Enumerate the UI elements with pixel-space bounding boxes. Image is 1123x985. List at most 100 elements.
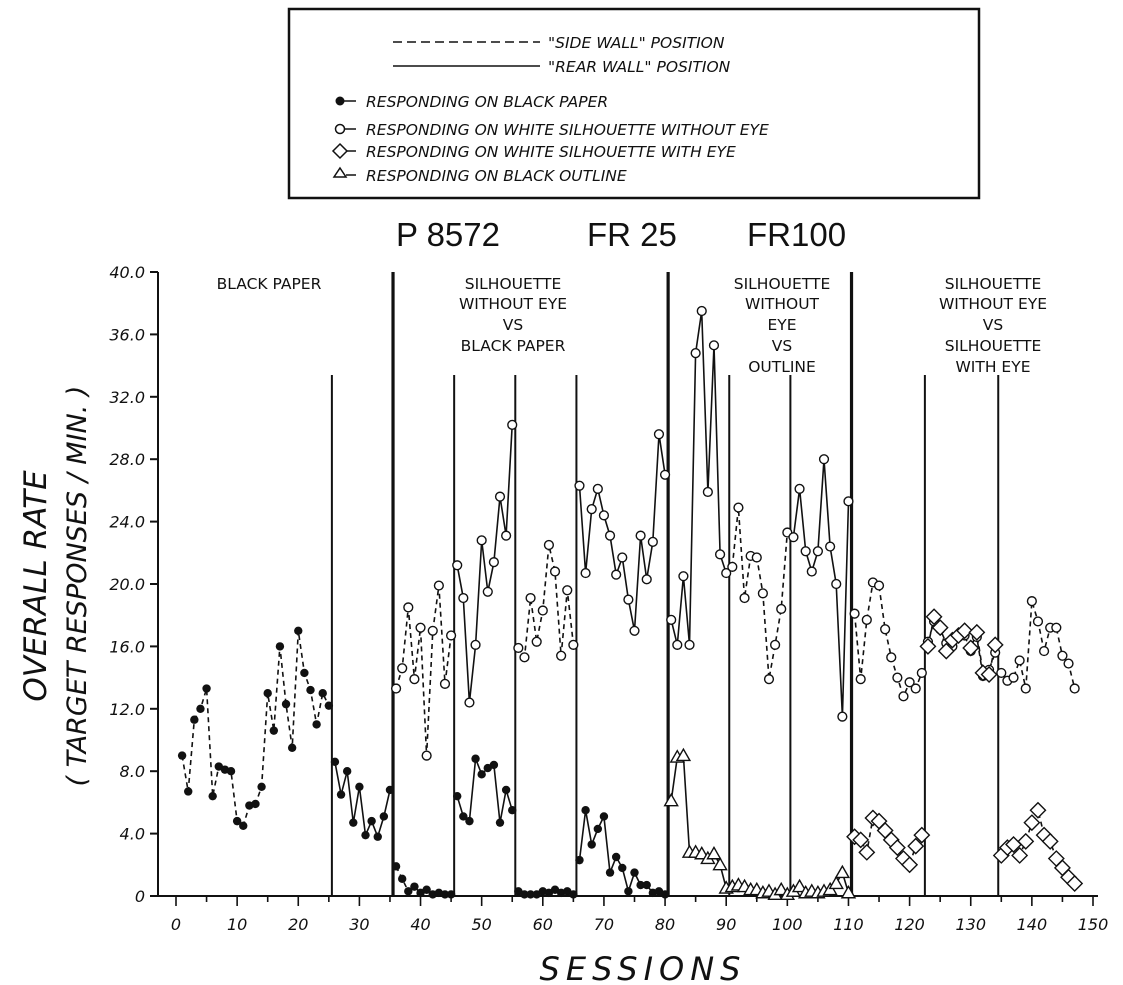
data-point-silhouette-with-eye	[913, 826, 931, 844]
data-point-black-paper	[581, 806, 590, 815]
data-point-silhouette-without-eye	[1032, 616, 1044, 627]
phase-label-line: VS	[772, 337, 792, 355]
data-point-silhouette-with-eye	[1029, 801, 1047, 819]
data-point-silhouette-with-eye	[888, 839, 906, 857]
data-point-black-paper	[336, 790, 346, 799]
data-point-silhouette-without-eye	[812, 546, 824, 557]
data-point-silhouette-without-eye	[549, 566, 561, 577]
data-point-silhouette-with-eye	[956, 622, 974, 640]
y-tick-label: 16.0	[109, 637, 145, 656]
legend-outline-label: RESPONDING ON BLACK OUTLINE	[366, 167, 627, 185]
data-point-silhouette-without-eye	[672, 639, 683, 650]
x-axis-ticks: 0 10 20 30 40 50 60 70 80 90 100 110 120 130 140 150	[171, 896, 1108, 934]
data-point-silhouette-without-eye	[427, 625, 438, 636]
data-point-black-paper	[575, 855, 584, 865]
data-point-silhouette-without-eye	[501, 530, 512, 541]
series-markers	[177, 305, 1084, 901]
data-point-silhouette-without-eye	[849, 608, 860, 619]
data-point-silhouette-without-eye	[592, 483, 603, 494]
phase-label-line: SILHOUETTE	[734, 275, 831, 293]
data-point-black-paper	[269, 726, 279, 735]
data-point-black-paper	[501, 785, 511, 795]
legend-open-diamond-marker	[331, 142, 349, 160]
data-point-silhouette-without-eye	[873, 580, 885, 591]
data-point-silhouette-without-eye	[690, 348, 701, 359]
data-point-silhouette-with-eye	[931, 619, 949, 637]
data-point-silhouette-without-eye	[666, 614, 677, 625]
y-tick-label: 24.0	[109, 513, 145, 532]
data-point-silhouette-without-eye	[568, 639, 579, 650]
legend-filled-circle-marker	[335, 96, 345, 106]
data-point-outline	[828, 875, 844, 890]
data-point-silhouette-without-eye	[659, 469, 671, 480]
phase-label-black-paper: BLACK PAPER	[217, 275, 322, 293]
data-point-black-paper	[391, 862, 401, 871]
data-point-silhouette-without-eye	[1063, 658, 1074, 669]
data-point-silhouette-without-eye	[904, 677, 915, 688]
data-point-silhouette-without-eye	[403, 602, 414, 613]
data-point-black-paper	[611, 852, 621, 862]
phase-label-silhouette-vs-silhouette-with-eye: SILHOUETTE WITHOUT EYE VS SILHOUETTE WIT…	[939, 275, 1047, 376]
data-point-silhouette-without-eye	[390, 683, 402, 694]
data-point-silhouette-without-eye	[702, 486, 713, 498]
data-point-silhouette-with-eye	[852, 831, 870, 849]
data-point-black-paper	[300, 668, 309, 678]
phase-label-line: BLACK PAPER	[217, 275, 322, 293]
data-point-silhouette-without-eye	[837, 711, 848, 722]
x-tick-label: 10	[227, 915, 247, 934]
x-tick-label: 140	[1017, 915, 1048, 934]
data-point-silhouette-without-eye	[794, 483, 805, 494]
x-tick-label: 30	[349, 915, 369, 934]
series-line-side-wall	[731, 507, 789, 680]
y-tick-label: 8.0	[120, 762, 145, 781]
data-point-black-paper	[263, 689, 272, 698]
x-tick-label: 0	[171, 915, 181, 934]
phase-label-line: SILHOUETTE	[465, 275, 562, 293]
x-axis-title: SESSIONS	[540, 950, 747, 985]
phase-label-line: VS	[983, 316, 1003, 334]
series-line-rear-wall	[670, 310, 727, 645]
series-line-rear-wall	[334, 761, 391, 840]
data-point-silhouette-without-eye	[898, 691, 909, 702]
data-point-black-paper	[569, 890, 578, 899]
x-tick-label: 70	[594, 915, 614, 934]
data-point-silhouette-without-eye	[855, 674, 866, 685]
data-point-silhouette-without-eye	[1026, 596, 1037, 607]
data-point-silhouette-without-eye	[433, 580, 444, 591]
data-point-silhouette-without-eye	[409, 674, 420, 685]
y-axis-ticks: 0 4.0 8.0 12.0 16.0 20.0 24.0 28.0 32.0 36.0 40.0	[109, 263, 158, 906]
data-point-silhouette-without-eye	[519, 652, 530, 663]
data-point-silhouette-without-eye	[806, 566, 817, 577]
legend-silhouette-without-eye-label: RESPONDING ON WHITE SILHOUETTE WITHOUT E…	[366, 121, 769, 139]
data-point-silhouette-without-eye	[1069, 683, 1080, 694]
data-point-silhouette-without-eye	[617, 552, 628, 563]
y-tick-label: 32.0	[109, 388, 145, 407]
data-point-silhouette-with-eye	[1011, 846, 1029, 864]
phase-label-silhouette-vs-outline: SILHOUETTE WITHOUT EYE VS OUTLINE	[734, 275, 831, 376]
data-point-silhouette-without-eye	[604, 530, 616, 541]
data-point-silhouette-without-eye	[996, 667, 1007, 679]
data-point-silhouette-without-eye	[562, 585, 573, 596]
data-point-black-paper	[226, 767, 236, 776]
data-point-black-paper	[232, 816, 242, 826]
data-point-silhouette-without-eye	[623, 594, 634, 605]
data-point-silhouette-without-eye	[886, 652, 897, 663]
data-point-black-paper	[275, 642, 285, 651]
data-point-silhouette-without-eye	[776, 603, 787, 615]
x-tick-label: 110	[833, 915, 864, 934]
series-line-rear-wall	[456, 424, 513, 703]
phase-label-line: WITHOUT	[745, 295, 820, 313]
x-tick-label: 40	[410, 915, 430, 934]
phase-boundaries	[330, 272, 1000, 896]
schedule-label-p8572: P 8572	[396, 216, 500, 253]
y-tick-label: 4.0	[120, 825, 145, 844]
y-tick-label: 28.0	[109, 450, 145, 469]
data-point-black-paper	[324, 701, 334, 710]
data-point-silhouette-without-eye	[574, 480, 585, 491]
series-line-side-wall	[181, 630, 330, 828]
y-tick-label: 40.0	[109, 263, 145, 282]
series-line-rear-wall	[792, 459, 850, 717]
data-point-silhouette-without-eye	[739, 592, 750, 604]
data-point-black-paper	[630, 868, 639, 877]
